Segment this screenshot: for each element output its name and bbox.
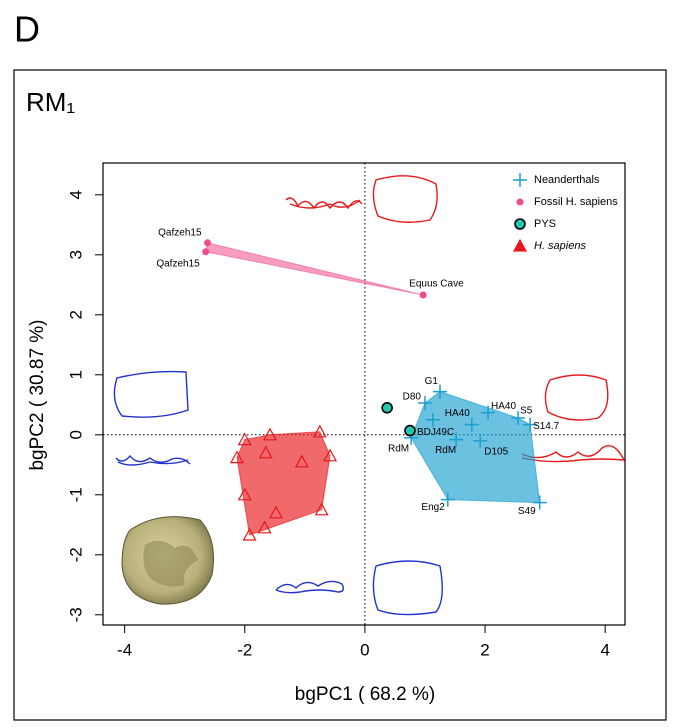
y-tick-label: 0 [66, 430, 85, 439]
point [323, 448, 338, 462]
legend-label: H. sapiens [534, 240, 586, 252]
point [473, 433, 488, 448]
point [513, 173, 527, 187]
point [268, 505, 284, 519]
y-tick-label: 4 [66, 190, 85, 199]
y-tick-label: 2 [66, 310, 85, 319]
point-label: Eng2 [421, 502, 445, 513]
y-tick-label: 3 [66, 250, 85, 259]
chart-title: RM₁ [26, 87, 75, 117]
point [532, 495, 547, 510]
group-hull [236, 431, 331, 536]
point [440, 492, 455, 507]
point [514, 218, 526, 230]
point-label: D80 [403, 392, 422, 403]
point [237, 487, 252, 501]
y-axis-label: bgPC2 ( 30.87 %) [27, 319, 48, 470]
shape-outlines [113, 175, 626, 616]
outline [285, 197, 363, 210]
point [204, 239, 212, 247]
y-tick-label: -1 [66, 487, 85, 502]
point-label: HA40 [445, 408, 470, 419]
legend-label: PYS [534, 218, 556, 230]
point [258, 445, 273, 459]
outline [113, 370, 189, 418]
x-tick-label: 0 [360, 640, 369, 659]
point [404, 424, 416, 437]
point-label: S14.7 [533, 421, 560, 432]
outline [372, 560, 443, 616]
point [314, 502, 329, 516]
point-label: RdM [388, 443, 409, 454]
outline [372, 175, 438, 223]
outline [275, 580, 345, 594]
point-label: S49 [518, 506, 536, 517]
point-label: S5 [520, 406, 533, 417]
y-tick-label: -2 [66, 547, 85, 562]
x-tick-label: -4 [117, 640, 132, 659]
point-label: Qafzeh15 [156, 258, 200, 269]
point [257, 520, 272, 534]
legend-label: Neanderthals [534, 174, 600, 186]
group-hull [205, 242, 424, 296]
plot-frame [102, 162, 626, 626]
y-tick-label: -3 [66, 607, 85, 622]
group-hull [410, 391, 541, 504]
y-tick-label: 1 [66, 370, 85, 379]
point [229, 450, 244, 464]
point-label: G1 [425, 376, 439, 387]
point [237, 432, 252, 446]
point [481, 405, 496, 420]
outline [521, 445, 626, 463]
x-axis-label: bgPC1 ( 68.2 %) [295, 684, 435, 705]
legend-label: Fossil H. sapiens [534, 196, 618, 208]
point-label: Qafzeh15 [158, 227, 202, 238]
point [464, 417, 479, 432]
point [523, 417, 538, 432]
point [312, 424, 327, 438]
point [512, 238, 528, 252]
point [516, 198, 524, 206]
point-label: D105 [484, 446, 508, 457]
x-tick-label: 2 [480, 640, 489, 659]
point [419, 291, 427, 299]
point [294, 454, 309, 468]
point [449, 432, 464, 447]
point [432, 384, 447, 399]
panel-label: D [14, 9, 40, 50]
point-label: HA40 [491, 401, 516, 412]
point-label: RdM [435, 445, 456, 456]
point [202, 248, 210, 256]
point [242, 527, 257, 541]
point [381, 401, 393, 414]
point [417, 396, 432, 410]
point-label: Equus Cave [409, 279, 464, 290]
tooth-detail [143, 540, 198, 587]
point [511, 411, 526, 425]
point [262, 427, 278, 441]
outline [115, 454, 191, 466]
x-tick-label: 4 [600, 640, 609, 659]
point [425, 412, 440, 427]
point-label: BDJ49C [417, 427, 454, 438]
panel-frame [13, 69, 667, 721]
outline [544, 374, 609, 421]
x-tick-label: -2 [237, 640, 252, 659]
